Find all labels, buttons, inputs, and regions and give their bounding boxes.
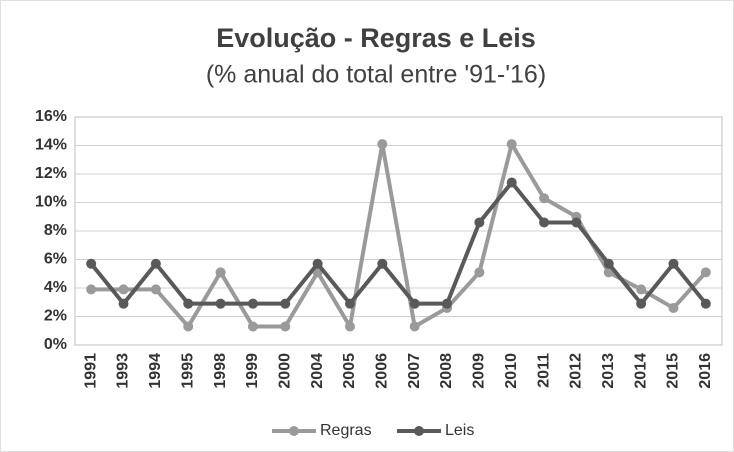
series-marker: [409, 321, 420, 332]
y-tick-label: 2%: [44, 308, 67, 325]
x-tick-label: 2015: [665, 353, 682, 389]
plot-border: [74, 116, 723, 346]
series-marker: [603, 258, 614, 269]
series-marker: [183, 298, 194, 309]
x-tick-label: 2006: [374, 353, 391, 389]
series-marker: [636, 298, 647, 309]
series-marker: [474, 217, 485, 228]
series-marker: [668, 302, 679, 313]
series-marker: [344, 298, 355, 309]
series-marker: [377, 258, 388, 269]
series-marker: [150, 284, 161, 295]
series-marker: [247, 298, 258, 309]
series-marker: [442, 298, 453, 309]
y-tick-label: 6%: [44, 251, 67, 268]
x-tick-label: 2007: [406, 353, 423, 389]
series-marker: [118, 298, 129, 309]
series-marker: [506, 177, 517, 188]
series-marker: [312, 258, 323, 269]
y-tick-label: 16%: [35, 108, 67, 125]
series-marker: [668, 258, 679, 269]
series-marker: [86, 284, 97, 295]
series-line: [89, 180, 708, 306]
series-marker: [571, 217, 582, 228]
x-tick-label: 2012: [568, 353, 585, 389]
series-marker: [247, 321, 258, 332]
x-tick-label: 1995: [179, 353, 196, 389]
x-tick-label: 2000: [276, 353, 293, 389]
x-tick-label: 1991: [82, 353, 99, 389]
legend-label: Regras: [320, 422, 372, 439]
x-tick-label: 2014: [632, 353, 649, 389]
series-marker: [215, 298, 226, 309]
series-marker: [280, 321, 291, 332]
series-marker: [474, 267, 485, 278]
series-marker: [344, 321, 355, 332]
legend-marker: [414, 426, 424, 436]
x-tick-label: 2016: [697, 353, 714, 389]
series-marker: [215, 267, 226, 278]
y-tick-label: 12%: [35, 165, 67, 182]
series-marker: [700, 298, 711, 309]
x-tick-label: 2013: [600, 353, 617, 389]
series-marker: [280, 298, 291, 309]
series-marker: [150, 258, 161, 269]
series-line: [91, 142, 708, 329]
y-tick-label: 14%: [35, 137, 67, 154]
x-tick-label: 2009: [471, 353, 488, 389]
chart-title: Evolução - Regras e Leis: [216, 23, 536, 53]
y-tick-label: 4%: [44, 279, 67, 296]
x-tick-label: 2011: [535, 353, 552, 388]
y-tick-label: 8%: [44, 222, 67, 239]
legend-label: Leis: [445, 422, 474, 439]
legend-marker: [289, 426, 299, 436]
x-tick-label: 2004: [309, 353, 326, 389]
series-marker: [409, 298, 420, 309]
series-marker: [636, 284, 647, 295]
x-tick-label: 1998: [212, 353, 229, 389]
series-marker: [183, 321, 194, 332]
series-marker: [118, 284, 129, 295]
x-tick-label: 2008: [438, 353, 455, 389]
x-tick-label: 1994: [147, 353, 164, 389]
series-marker: [86, 258, 97, 269]
series-marker: [539, 193, 550, 204]
x-tick-label: 1993: [115, 353, 132, 389]
series-marker: [700, 267, 711, 278]
series-marker: [506, 139, 517, 150]
chart-subtitle: (% anual do total entre '91-'16): [206, 61, 546, 89]
x-tick-label: 2005: [341, 353, 358, 389]
x-tick-label: 2010: [503, 353, 520, 389]
series-marker: [539, 217, 550, 228]
x-tick-label: 1999: [244, 353, 261, 389]
y-tick-label: 10%: [35, 194, 67, 211]
series-marker: [377, 139, 388, 150]
y-tick-label: 0%: [44, 336, 67, 353]
